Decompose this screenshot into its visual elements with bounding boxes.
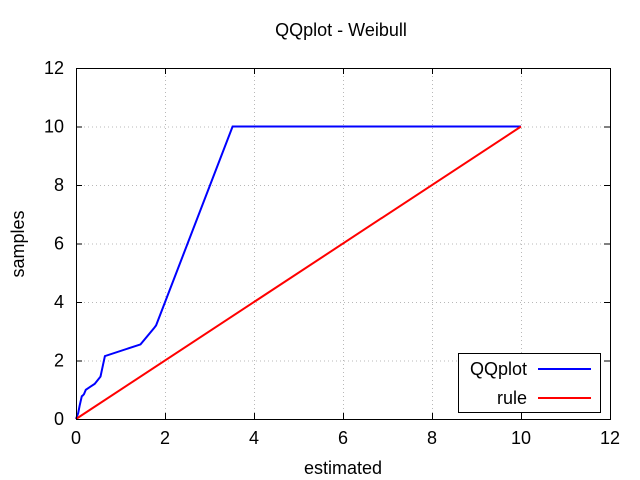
legend-box: [458, 353, 601, 413]
y-tick-label: 12: [44, 58, 64, 78]
y-axis-label: samples: [8, 210, 28, 277]
x-axis-label: estimated: [304, 458, 382, 478]
y-axis: 0 2 4 6 8 10 12: [44, 58, 610, 429]
x-tick-label: 10: [511, 428, 531, 448]
series-line-rule: [75, 125, 522, 420]
x-tick-label: 12: [600, 428, 620, 448]
y-tick-label: 2: [54, 351, 64, 371]
x-tick-label: 8: [427, 428, 437, 448]
plot-frame: [76, 68, 611, 420]
y-tick-label: 10: [44, 117, 64, 137]
chart-title: QQplot - Weibull: [275, 20, 407, 40]
x-tick-label: 2: [160, 428, 170, 448]
y-tick-label: 8: [54, 175, 64, 195]
legend-label-rule: rule: [497, 388, 527, 408]
y-tick-label: 4: [54, 292, 64, 312]
x-tick-label: 4: [249, 428, 259, 448]
series-lines: [75, 125, 522, 420]
x-tick-label: 6: [338, 428, 348, 448]
series-line-qqplot: [75, 125, 521, 420]
y-tick-label: 6: [54, 234, 64, 254]
legend-label-qqplot: QQplot: [470, 359, 527, 379]
legend: QQplot rule: [458, 353, 601, 413]
y-tick-label: 0: [54, 409, 64, 429]
x-tick-label: 0: [71, 428, 81, 448]
